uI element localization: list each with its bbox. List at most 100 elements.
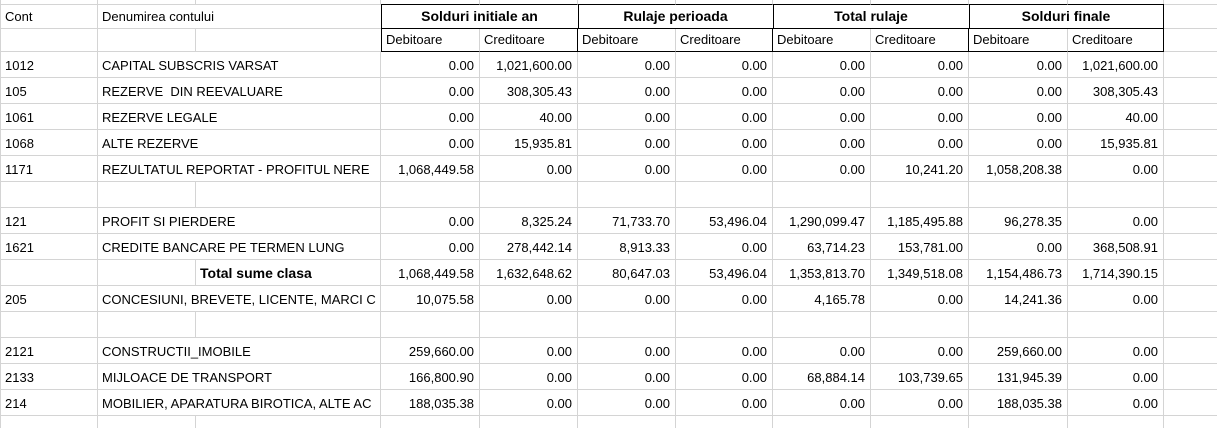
cell-value[interactable]: 153,781.00 — [871, 234, 969, 260]
cell[interactable] — [98, 0, 196, 5]
cell-account-name[interactable]: CONSTRUCTII_IMOBILE — [98, 338, 381, 364]
cell-value[interactable]: 0.00 — [773, 390, 871, 416]
cell[interactable] — [1164, 286, 1217, 312]
cell[interactable] — [1164, 104, 1217, 130]
cell-value[interactable]: 0.00 — [676, 156, 773, 182]
cell-value[interactable]: 68,884.14 — [773, 364, 871, 390]
cell[interactable] — [98, 29, 196, 52]
header-sub-6[interactable]: Debitoare — [969, 29, 1068, 52]
header-sub-1[interactable]: Creditoare — [480, 29, 578, 52]
cell-value[interactable]: 0.00 — [1068, 156, 1164, 182]
cell-value[interactable]: 1,068,449.58 — [381, 260, 480, 286]
cell[interactable] — [1164, 312, 1217, 338]
cell-account-name[interactable]: MOBILIER, APARATURA BIROTICA, ALTE AC — [98, 390, 381, 416]
cell-value[interactable]: 53,496.04 — [676, 208, 773, 234]
cell-value[interactable]: 15,935.81 — [1068, 130, 1164, 156]
cell[interactable] — [1164, 182, 1217, 208]
cell-value[interactable]: 0.00 — [773, 130, 871, 156]
cell-cont[interactable]: 1012 — [1, 52, 98, 78]
cell[interactable] — [1, 0, 98, 5]
cell-value[interactable]: 0.00 — [578, 78, 676, 104]
cell-value[interactable]: 1,021,600.00 — [480, 52, 578, 78]
header-group-3[interactable]: Solduri finale — [969, 4, 1164, 29]
cell-value[interactable]: 0.00 — [381, 234, 480, 260]
cell-account-name[interactable]: CAPITAL SUBSCRIS VARSAT — [98, 52, 381, 78]
cell-value[interactable]: 0.00 — [871, 338, 969, 364]
cell-value[interactable] — [871, 312, 969, 338]
cell-cont[interactable]: 105 — [1, 78, 98, 104]
cell-value[interactable]: 0.00 — [381, 78, 480, 104]
cell-value[interactable] — [676, 312, 773, 338]
cell[interactable] — [969, 0, 1068, 5]
cell-value[interactable]: 0.00 — [578, 338, 676, 364]
cell-cont[interactable] — [1, 312, 98, 338]
cell[interactable] — [381, 0, 480, 5]
cell-value[interactable]: 63,714.23 — [773, 234, 871, 260]
cell-value[interactable]: 0.00 — [381, 104, 480, 130]
cell[interactable] — [1164, 416, 1217, 428]
cell-value[interactable]: 1,714,390.15 — [1068, 260, 1164, 286]
cell-value[interactable] — [773, 182, 871, 208]
cell-value[interactable] — [969, 182, 1068, 208]
cell[interactable] — [1164, 130, 1217, 156]
header-sub-0[interactable]: Debitoare — [381, 29, 480, 52]
cell-value[interactable]: 0.00 — [969, 130, 1068, 156]
cell[interactable] — [1164, 390, 1217, 416]
cell-value[interactable]: 4,165.78 — [773, 286, 871, 312]
cell[interactable] — [676, 0, 773, 5]
cell-value[interactable]: 308,305.43 — [480, 78, 578, 104]
header-group-1[interactable]: Rulaje perioada — [578, 4, 773, 29]
cell[interactable] — [196, 29, 381, 52]
cell-value[interactable]: 0.00 — [676, 390, 773, 416]
cell-value[interactable]: 0.00 — [578, 130, 676, 156]
cell-value[interactable]: 1,068,449.58 — [381, 156, 480, 182]
cell-value[interactable]: 0.00 — [480, 390, 578, 416]
cell-value[interactable]: 188,035.38 — [969, 390, 1068, 416]
cell-value[interactable]: 0.00 — [969, 234, 1068, 260]
cell-value[interactable]: 1,185,495.88 — [871, 208, 969, 234]
header-cont[interactable]: Cont — [1, 4, 98, 29]
cell-value[interactable]: 10,241.20 — [871, 156, 969, 182]
cell-value[interactable]: 1,353,813.70 — [773, 260, 871, 286]
cell-value[interactable] — [969, 416, 1068, 428]
cell-value[interactable]: 0.00 — [871, 104, 969, 130]
cell-value[interactable]: 0.00 — [969, 52, 1068, 78]
cell-account-name[interactable]: PROFIT SI PIERDERE — [98, 208, 381, 234]
cell[interactable] — [1068, 0, 1164, 5]
cell-value[interactable]: 0.00 — [578, 390, 676, 416]
cell[interactable] — [1164, 52, 1217, 78]
cell-value[interactable] — [578, 312, 676, 338]
cell[interactable] — [480, 0, 578, 5]
cell-value[interactable]: 188,035.38 — [381, 390, 480, 416]
cell[interactable] — [1164, 78, 1217, 104]
cell-cont[interactable] — [1, 416, 98, 428]
cell-value[interactable]: 0.00 — [1068, 364, 1164, 390]
cell-value[interactable]: 1,290,099.47 — [773, 208, 871, 234]
header-sub-3[interactable]: Creditoare — [676, 29, 773, 52]
cell-value[interactable] — [969, 312, 1068, 338]
cell[interactable] — [98, 416, 196, 428]
cell-value[interactable]: 0.00 — [578, 104, 676, 130]
cell-account-name[interactable]: REZERVE LEGALE — [98, 104, 381, 130]
cell-value[interactable]: 0.00 — [676, 234, 773, 260]
cell-value[interactable]: 71,733.70 — [578, 208, 676, 234]
cell-value[interactable]: 15,935.81 — [480, 130, 578, 156]
cell[interactable] — [1164, 234, 1217, 260]
cell-cont[interactable] — [1, 182, 98, 208]
cell-cont[interactable]: 1171 — [1, 156, 98, 182]
cell[interactable] — [196, 182, 381, 208]
cell-value[interactable]: 368,508.91 — [1068, 234, 1164, 260]
cell-value[interactable]: 0.00 — [381, 52, 480, 78]
header-sub-4[interactable]: Debitoare — [773, 29, 871, 52]
cell-value[interactable]: 1,154,486.73 — [969, 260, 1068, 286]
cell-cont[interactable]: 1061 — [1, 104, 98, 130]
cell-cont[interactable]: 2133 — [1, 364, 98, 390]
cell-value[interactable]: 0.00 — [676, 78, 773, 104]
cell[interactable] — [196, 0, 381, 5]
cell-value[interactable]: 40.00 — [480, 104, 578, 130]
cell-value[interactable]: 0.00 — [676, 364, 773, 390]
cell-account-name[interactable]: MIJLOACE DE TRANSPORT — [98, 364, 381, 390]
cell-cont[interactable]: 214 — [1, 390, 98, 416]
cell-value[interactable]: 0.00 — [676, 286, 773, 312]
header-sub-2[interactable]: Debitoare — [578, 29, 676, 52]
